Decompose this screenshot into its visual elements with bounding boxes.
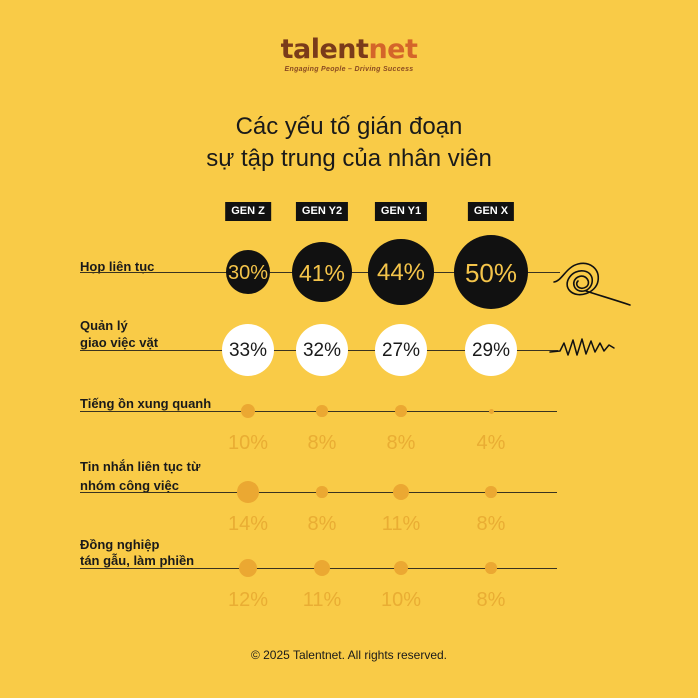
bubble-row-1-gen-x [454,235,528,309]
brand-tagline: Engaging People – Driving Success [284,66,414,73]
copyright-footer: © 2025 Talentnet. All rights reserved. [250,648,448,662]
bubble-row-4-gen-y2 [316,486,328,498]
bubble-row-5-gen-y2 [313,559,331,577]
bubble-row-4-gen-y1 [392,483,410,501]
bubble-row-5-gen-y1 [393,560,409,576]
bubble-row-4-gen-x [485,486,497,498]
column-header-gen-y1: GEN Y1 [374,202,428,221]
title-line-2: sự tập trung của nhân viên [206,145,492,172]
value-label-row-5-gen-x: 8% [476,589,506,611]
title-line-1: Các yếu tố gián đoạn [235,113,463,140]
value-label-row-3-gen-y1: 8% [386,432,416,454]
bubble-row-5-gen-x [485,562,497,574]
value-label-row-2-gen-z: 33% [228,340,268,361]
value-label-row-1-gen-y1: 44% [376,259,426,286]
row-label-3-line-1: Tiếng ồn xung quanh [80,396,212,411]
value-label-row-3-gen-x: 4% [476,432,506,454]
bubble-row-1-gen-y1 [368,239,434,305]
bubble-row-2-gen-y2 [296,324,348,376]
brand-name-part-a: talent [280,34,369,65]
row-label-4-line-1: Tin nhắn liên tục từ [80,459,201,474]
row-label-2-line-1: Quản lý [80,318,128,333]
bubble-row-3-gen-x [488,408,494,414]
bubble-row-4-gen-z [237,481,259,503]
row-label-4-line-2: nhóm công việc [80,478,179,493]
bubble-row-1-gen-z [225,249,271,295]
column-header-gen-x: GEN X [467,202,515,221]
row-label-2-line-2: giao việc vặt [80,335,159,350]
column-header-gen-z: GEN Z [225,202,271,221]
value-label-row-4-gen-y1: 11% [381,513,421,535]
zigzag-scribble-icon [549,338,615,356]
value-label-row-2-gen-y1: 27% [381,340,421,361]
row-label-1-line-1: Họp liên tục [80,259,155,274]
bubble-row-5-gen-z [238,558,258,578]
bubble-row-2-gen-z [222,324,274,376]
value-label-row-5-gen-z: 12% [227,589,269,611]
value-label-row-4-gen-z: 14% [227,513,269,535]
bubble-row-3-gen-y2 [316,405,328,417]
value-label-row-4-gen-y2: 8% [307,513,337,535]
brand-logo: talentnet [0,34,698,66]
value-label-row-5-gen-y2: 11% [302,589,342,611]
bubble-row-2-gen-y1 [375,324,427,376]
value-label-row-1-gen-x: 50% [464,258,518,288]
value-label-row-3-gen-y2: 8% [307,432,337,454]
bubble-row-1-gen-y2 [291,241,353,303]
scribble-doodles [549,262,631,356]
value-label-row-2-gen-y2: 32% [302,340,342,361]
row-label-5-line-2: tán gẫu, làm phiền [80,553,195,568]
value-label-row-1-gen-y2: 41% [298,260,346,286]
tangled-scribble-icon [553,262,631,306]
value-label-row-2-gen-x: 29% [471,340,511,361]
value-label-row-5-gen-y1: 10% [380,589,422,611]
value-label-row-1-gen-z: 30% [227,262,269,284]
value-label-row-4-gen-x: 8% [476,513,506,535]
brand-name-part-b: net [368,34,418,65]
bubble-row-3-gen-z [240,403,256,419]
value-label-row-3-gen-z: 10% [227,432,269,454]
row-label-5-line-1: Đồng nghiệp [80,537,160,552]
bubble-row-2-gen-x [465,324,517,376]
column-header-gen-y2: GEN Y2 [295,202,349,221]
bubble-row-3-gen-y1 [395,405,407,417]
